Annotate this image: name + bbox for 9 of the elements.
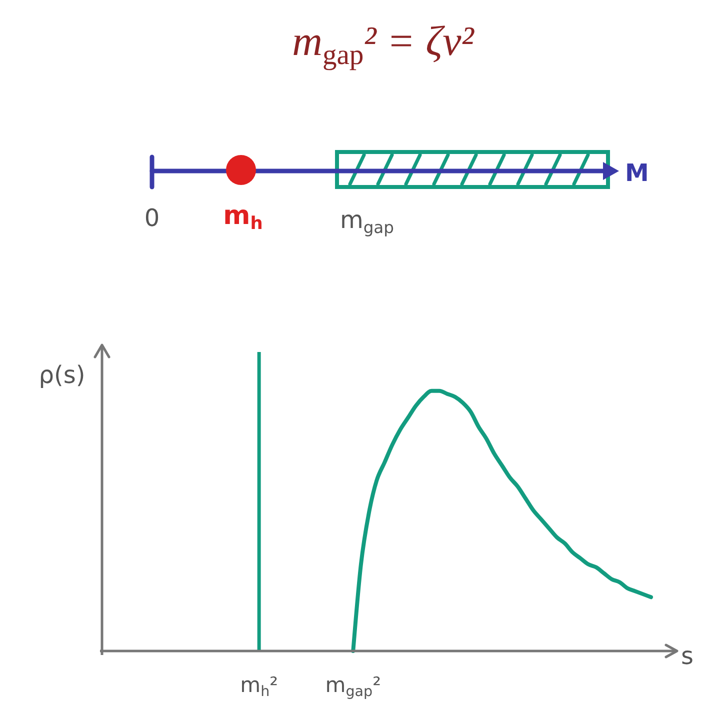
text: 0	[144, 204, 160, 232]
y-axis-title: ρ(s)	[38, 361, 86, 389]
text: m$_{gap}$	[340, 206, 394, 237]
text: m$_{h}$	[223, 201, 263, 234]
text: M	[625, 159, 649, 187]
text: m$_{gap}$² = ζv²	[292, 19, 476, 71]
x-tick-label: m$_{h}$²	[240, 673, 278, 700]
x-axis-title: s	[681, 642, 694, 670]
x-tick-label: m$_{gap}$²	[325, 673, 382, 700]
